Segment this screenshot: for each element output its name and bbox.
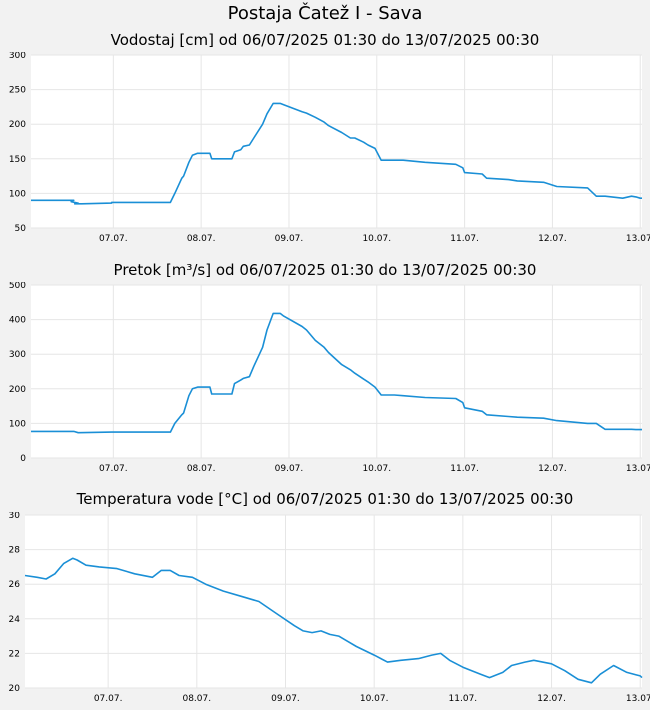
y-tick-label: 24	[9, 615, 21, 625]
y-tick-label: 300	[9, 52, 26, 61]
x-tick-label: 11.07.	[450, 464, 479, 474]
x-tick-label: 13.07.	[626, 234, 650, 244]
data-series-line	[31, 312, 642, 434]
x-tick-label: 08.07.	[187, 464, 216, 474]
y-tick-label: 28	[9, 546, 21, 556]
plot-area	[31, 285, 642, 458]
data-series-line	[24, 557, 643, 684]
data-series-line	[31, 102, 642, 205]
plot-area	[25, 515, 642, 688]
x-tick-label: 12.07.	[538, 464, 567, 474]
x-tick-label: 10.07.	[362, 234, 391, 244]
y-tick-label: 400	[9, 316, 26, 326]
x-tick-label: 09.07.	[271, 694, 300, 704]
y-tick-label: 26	[9, 580, 21, 590]
water-temperature-chart: 20 22 24 26 28 30 07.07. 08.07. 09.07. 10.07. 11.0…	[9, 512, 650, 704]
discharge-chart: 0 100 200 300 400 500 07.07. 08.07. 09.07. 10.07.…	[9, 282, 650, 474]
x-tick-label: 11.07.	[449, 694, 478, 704]
x-tick-label: 11.07.	[450, 234, 479, 244]
y-tick-label: 30	[9, 512, 21, 521]
y-tick-label: 200	[9, 120, 26, 130]
y-tick-label: 300	[9, 350, 26, 360]
discharge-chart-title: Pretok [m³/s] od 06/07/2025 01:30 do 13/…	[113, 261, 537, 279]
y-tick-label: 22	[9, 649, 20, 659]
x-tick-label: 09.07.	[275, 464, 304, 474]
page-title: Postaja Čatež I - Sava	[227, 3, 423, 24]
y-tick-label: 250	[9, 86, 26, 96]
x-tick-label: 12.07.	[537, 694, 566, 704]
x-tick-label: 13.07.	[626, 464, 650, 474]
x-tick-label: 07.07.	[99, 234, 128, 244]
y-tick-label: 500	[9, 282, 26, 291]
x-tick-label: 12.07.	[538, 234, 567, 244]
y-tick-label: 0	[20, 454, 26, 464]
x-tick-label: 07.07.	[94, 694, 123, 704]
x-tick-label: 07.07.	[99, 464, 128, 474]
y-tick-label: 50	[15, 224, 27, 234]
water-temperature-chart-title: Temperatura vode [°C] od 06/07/2025 01:3…	[76, 490, 574, 508]
y-tick-label: 100	[9, 419, 26, 429]
x-tick-label: 09.07.	[275, 234, 304, 244]
x-tick-label: 10.07.	[360, 694, 389, 704]
x-tick-label: 10.07.	[362, 464, 391, 474]
x-tick-label: 08.07.	[187, 234, 216, 244]
x-tick-label: 13.07.	[626, 694, 650, 704]
y-tick-label: 150	[9, 155, 26, 165]
y-tick-label: 200	[9, 385, 26, 395]
y-tick-label: 20	[9, 684, 21, 694]
water-level-chart-title: Vodostaj [cm] od 06/07/2025 01:30 do 13/…	[110, 31, 540, 49]
water-level-chart: 50 100 150 200 250 300 07.07. 08.07. 09.07. 10.07…	[9, 52, 650, 244]
y-tick-label: 100	[9, 189, 26, 199]
plot-area	[31, 55, 642, 228]
x-tick-label: 08.07.	[182, 694, 211, 704]
